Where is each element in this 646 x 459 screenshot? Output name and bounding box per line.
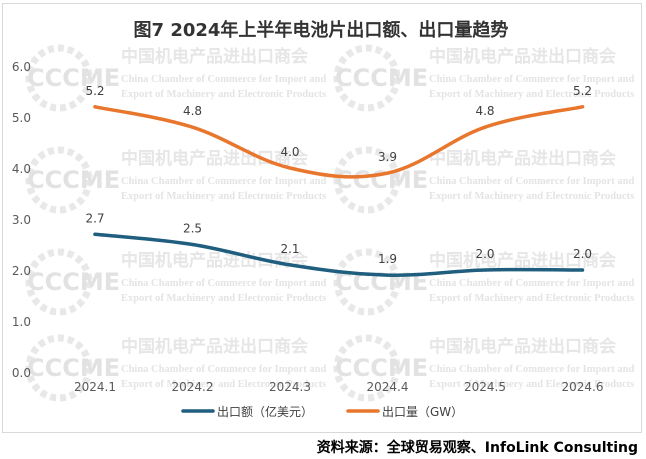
legend-label: 出口量（GW） <box>382 405 463 419</box>
watermark-logo: CCCME <box>335 64 428 92</box>
watermark-gear-icon <box>25 334 93 402</box>
data-label: 4.8 <box>183 104 202 118</box>
watermark-en-2: Export of Machinery and Electronic Produ… <box>121 379 326 390</box>
watermark-gear-icon <box>333 334 401 402</box>
legend: 出口额（亿美元） 出口量（GW） <box>181 404 463 419</box>
watermark-gear-icon <box>333 146 401 214</box>
watermark-logo: CCCME <box>335 166 428 194</box>
watermark-logo: CCCME <box>27 268 120 296</box>
watermark-gear-icon <box>333 44 401 112</box>
y-tick-label: 5.0 <box>12 111 31 125</box>
y-tick-label: 4.0 <box>12 162 31 176</box>
watermark-cn: 中国机电产品进出口商会 <box>429 46 616 67</box>
watermark-en-2: Export of Machinery and Electronic Produ… <box>121 191 326 202</box>
data-label: 3.9 <box>378 150 397 164</box>
data-label: 5.2 <box>85 84 104 98</box>
data-label: 4.8 <box>475 104 494 118</box>
data-label: 2.7 <box>85 211 104 225</box>
watermark-logo: CCCME <box>335 354 428 382</box>
chart-title: 图7 2024年上半年电池片出口额、出口量趋势 <box>134 19 509 41</box>
watermark-en-1: China Chamber of Commerce for Import and <box>429 278 634 289</box>
source-note: 资料来源：全球贸易观察、InfoLink Consulting <box>316 440 638 456</box>
x-axis: 2024.1 2024.2 2024.3 2024.4 2024.5 2024.6 <box>74 380 604 394</box>
watermark-en-2: Export of Machinery and Electronic Produ… <box>121 89 326 100</box>
data-label: 1.9 <box>378 252 397 266</box>
watermark-gear-icon <box>333 248 401 316</box>
data-point <box>190 242 195 247</box>
y-tick-label: 2.0 <box>12 264 31 278</box>
watermark-en-1: China Chamber of Commerce for Import and <box>429 176 634 187</box>
data-label: 5.2 <box>573 84 592 98</box>
data-point <box>385 171 390 175</box>
watermark-en-1: China Chamber of Commerce for Import and <box>429 364 634 375</box>
data-point <box>385 273 390 277</box>
x-tick-label: 2024.5 <box>464 380 506 394</box>
data-point <box>288 166 292 170</box>
data-point <box>190 125 195 129</box>
y-tick-label: 6.0 <box>12 60 31 74</box>
watermark-cn: 中国机电产品进出口商会 <box>429 148 616 169</box>
data-point <box>483 125 487 129</box>
watermark-en-1: China Chamber of Commerce for Import and <box>121 364 326 375</box>
y-tick-label: 0.0 <box>12 366 31 380</box>
watermark-en-2: Export of Machinery and Electronic Produ… <box>429 191 634 202</box>
data-point <box>93 232 97 236</box>
watermark-en-1: China Chamber of Commerce for Import and <box>121 74 326 85</box>
data-point <box>580 105 585 109</box>
watermark-en-2: Export of Machinery and Electronic Produ… <box>429 379 634 390</box>
watermark-cn: 中国机电产品进出口商会 <box>429 336 616 357</box>
x-tick-label: 2024.6 <box>562 380 604 394</box>
watermark-logo: CCCME <box>27 166 120 194</box>
series-layer: 2.7 2.5 2.1 1.9 2.0 2.0 5.2 4.8 4.0 3.9 4.8 5.2 <box>85 84 592 277</box>
watermark-gear-icon <box>25 248 93 316</box>
x-tick-label: 2024.2 <box>172 380 214 394</box>
y-axis: 0.0 1.0 2.0 3.0 4.0 5.0 6.0 <box>12 60 31 380</box>
watermark-en-1: China Chamber of Commerce for Import and <box>429 74 634 85</box>
watermark-cn: 中国机电产品进出口商会 <box>121 148 308 169</box>
watermark-cn: 中国机电产品进出口商会 <box>121 336 308 357</box>
watermark-cn: 中国机电产品进出口商会 <box>121 250 308 271</box>
data-point <box>93 105 97 109</box>
watermark-en-2: Export of Machinery and Electronic Produ… <box>121 293 326 304</box>
watermark-en-1: China Chamber of Commerce for Import and <box>121 176 326 187</box>
x-tick-label: 2024.3 <box>269 380 311 394</box>
data-point <box>483 268 487 272</box>
watermark-en-2: Export of Machinery and Electronic Produ… <box>429 293 634 304</box>
chart-frame: CCCME 中国机电产品进出口商会 China Chamber of Commerc… <box>2 3 642 433</box>
series-line-1 <box>93 105 585 179</box>
y-tick-label: 3.0 <box>12 213 31 227</box>
data-label: 4.0 <box>280 145 299 159</box>
data-label: 2.5 <box>183 222 202 236</box>
legend-label: 出口额（亿美元） <box>217 404 313 419</box>
series-line-0 <box>93 232 585 277</box>
data-label: 2.1 <box>280 242 299 256</box>
watermark-en-2: Export of Machinery and Electronic Produ… <box>429 89 634 100</box>
watermark-cn: 中国机电产品进出口商会 <box>429 250 616 271</box>
data-point <box>288 263 292 267</box>
data-label: 2.0 <box>475 247 494 261</box>
x-tick-label: 2024.4 <box>367 380 409 394</box>
y-tick-label: 1.0 <box>12 315 31 329</box>
watermark-logo: CCCME <box>27 354 120 382</box>
watermark-gear-icon <box>25 146 93 214</box>
x-tick-label: 2024.1 <box>74 380 116 394</box>
watermark-cn: 中国机电产品进出口商会 <box>121 46 308 67</box>
data-label: 2.0 <box>573 247 592 261</box>
watermark-gear-icon <box>25 44 93 112</box>
watermark-en-1: China Chamber of Commerce for Import and <box>121 278 326 289</box>
data-point <box>580 268 585 272</box>
watermark-logo: CCCME <box>27 64 120 92</box>
